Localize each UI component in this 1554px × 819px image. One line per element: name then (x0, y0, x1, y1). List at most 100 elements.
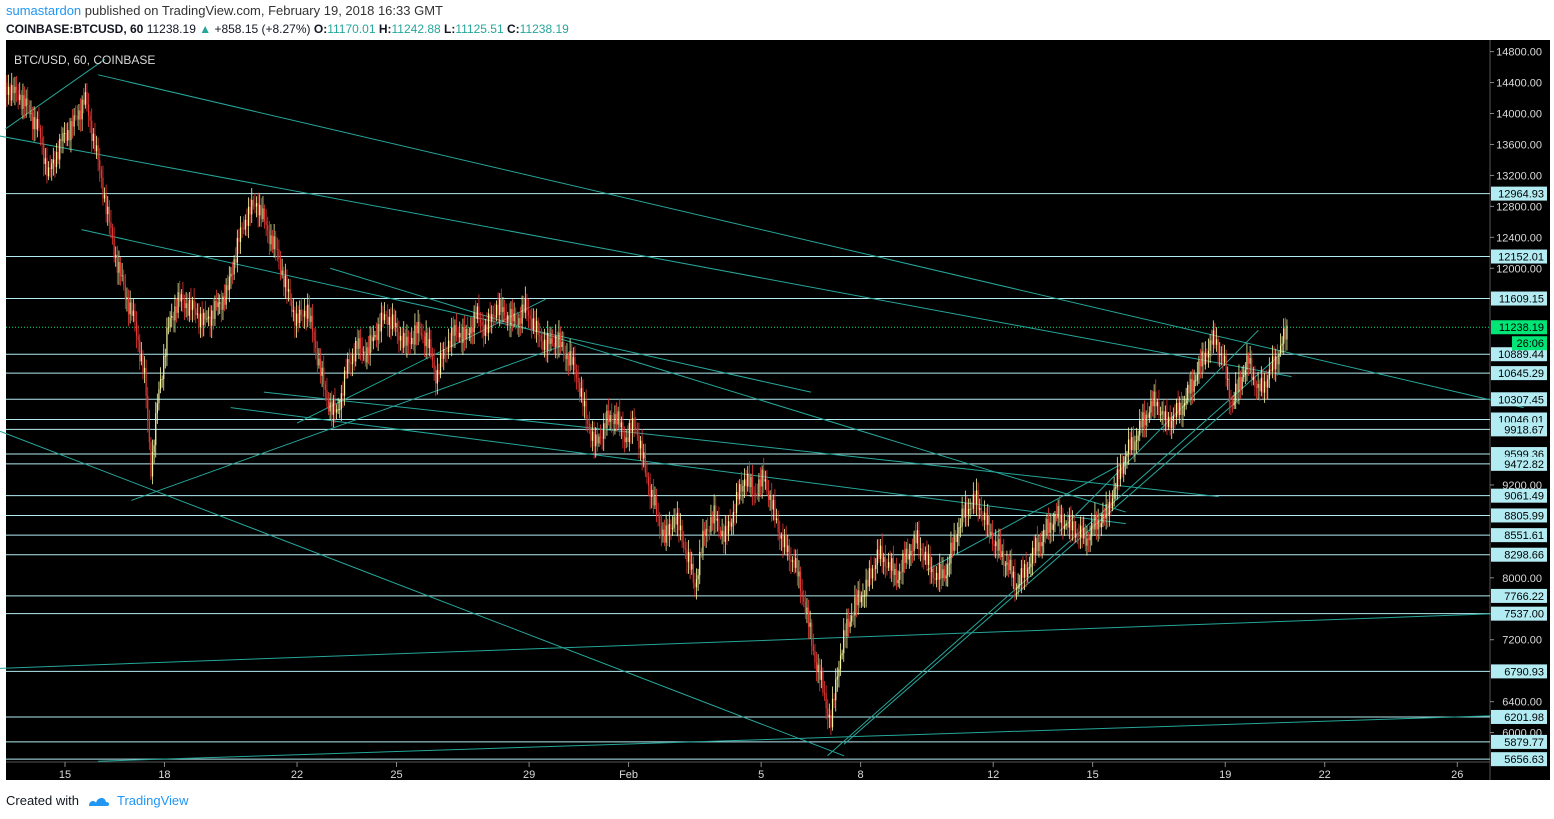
trend-line[interactable] (0, 612, 1524, 669)
candle-body (1188, 384, 1190, 394)
candle-body (639, 440, 642, 449)
candle-body (195, 308, 197, 315)
candle-body (524, 298, 526, 313)
close-label: C: (506, 22, 520, 36)
candle-body (433, 360, 435, 370)
candle-body (787, 545, 789, 552)
candle-body (414, 325, 416, 345)
candle-body (580, 388, 582, 397)
candle-body (582, 388, 584, 407)
candle-body (785, 536, 787, 552)
candle-body (1230, 401, 1232, 405)
candle-body (324, 384, 326, 390)
candle-body (652, 489, 654, 506)
candle-body (1019, 583, 1021, 585)
candle-body (92, 133, 94, 141)
candle-body (726, 525, 728, 535)
candle-body (188, 299, 190, 316)
candle-body (855, 597, 858, 606)
candle-body (57, 152, 59, 160)
candle-body (164, 355, 166, 357)
candle-body (1067, 523, 1069, 528)
candle-body (363, 351, 365, 353)
candle-body (171, 315, 173, 318)
candle-body (611, 415, 613, 422)
candle-body (140, 354, 142, 362)
candle-body (339, 409, 341, 411)
author-link[interactable]: sumastardon (6, 3, 82, 18)
candle-body (863, 595, 866, 597)
trend-line[interactable] (843, 399, 1239, 745)
candle-body (791, 560, 794, 562)
candle-body (451, 327, 453, 348)
trend-line[interactable] (0, 430, 845, 757)
trend-line[interactable] (926, 461, 1127, 571)
candle-body (275, 236, 277, 250)
candle-body (670, 523, 672, 530)
level-label: 9061.49 (1504, 491, 1544, 503)
candle-body (121, 275, 123, 277)
candle-body (196, 313, 198, 315)
candle-body (423, 336, 426, 347)
level-label: 6201.98 (1504, 712, 1544, 724)
candle-body (1127, 439, 1130, 455)
countdown-label: 26:06 (1516, 338, 1544, 350)
symbol-name: COINBASE:BTCUSD, 60 (6, 22, 144, 36)
candle-body (351, 355, 354, 365)
candle-body (870, 568, 872, 579)
candle-body (951, 542, 954, 551)
candle-body (335, 409, 338, 413)
candle-body (452, 327, 454, 336)
level-label-bg (1491, 366, 1547, 381)
candle-body (1081, 525, 1083, 539)
candle-body (1195, 380, 1197, 382)
level-label: 5656.63 (1504, 754, 1544, 766)
candle-body (532, 318, 534, 330)
candle-body (907, 548, 909, 560)
price-axis-panel[interactable] (1490, 40, 1550, 780)
candle-body (1143, 412, 1146, 426)
candle-body (1169, 416, 1171, 428)
candle-body (782, 535, 784, 548)
candle-body (900, 571, 902, 573)
candle-body (551, 338, 554, 343)
trend-line[interactable] (1059, 329, 1259, 532)
tradingview-link[interactable]: TradingView (116, 793, 189, 808)
candle-body (601, 437, 603, 439)
candle-body (1055, 515, 1058, 519)
trend-line[interactable] (5, 58, 106, 130)
candle-body (100, 169, 102, 178)
candle-body (911, 550, 914, 552)
candle-body (39, 127, 42, 138)
trend-line[interactable] (81, 229, 811, 393)
candle-body (321, 367, 323, 376)
candle-body (1075, 533, 1077, 538)
candle-body (51, 163, 53, 170)
candle-body (603, 423, 605, 439)
candle-body (518, 318, 520, 325)
candle-body (393, 314, 395, 328)
trend-line[interactable] (98, 714, 1524, 762)
trend-line[interactable] (827, 353, 1282, 757)
candle-body (84, 92, 86, 105)
trend-line[interactable] (263, 391, 1219, 498)
price-chart[interactable]: 14800.00 14400.00 14000.00 13600.00 13200.00… (0, 40, 1554, 785)
candle-body (887, 562, 890, 568)
candle-body (567, 355, 570, 366)
candle-body (270, 235, 272, 245)
candle-body (142, 354, 144, 373)
trend-line[interactable] (98, 74, 1524, 409)
candle-body (62, 133, 64, 142)
trend-line[interactable] (0, 86, 1292, 378)
candle-body (1068, 515, 1070, 528)
candle-body (1057, 506, 1059, 519)
y-tick-label: 12800.00 (1496, 201, 1542, 213)
candle-body (9, 86, 11, 101)
candle-body (660, 526, 662, 536)
candle-body (1063, 525, 1066, 529)
candle-body (6, 82, 8, 95)
y-tick-label: 14800.00 (1496, 47, 1542, 59)
candle-body (716, 518, 718, 521)
trend-line[interactable] (131, 345, 563, 501)
candle-body (1190, 379, 1192, 394)
